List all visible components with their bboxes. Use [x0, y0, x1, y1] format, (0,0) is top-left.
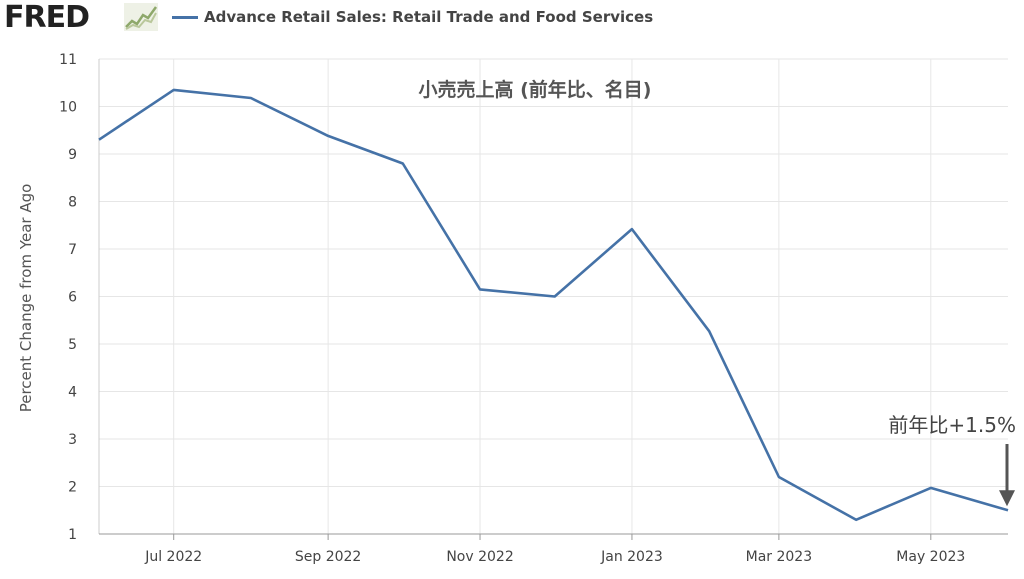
fred-logo[interactable]: FRED	[4, 0, 90, 35]
y-tick-label: 9	[68, 147, 77, 163]
data-point[interactable]	[707, 329, 711, 333]
x-tick-label: Jul 2022	[144, 549, 202, 565]
data-point[interactable]	[854, 518, 858, 522]
series-line[interactable]	[98, 88, 1009, 522]
y-axis-label: Percent Change from Year Ago	[17, 184, 35, 413]
x-tick-label: May 2023	[896, 549, 965, 565]
y-tick-label: 5	[68, 337, 77, 353]
x-tick-label: Mar 2023	[746, 549, 813, 565]
legend-swatch	[172, 15, 198, 19]
data-point[interactable]	[401, 162, 405, 166]
data-point[interactable]	[553, 295, 557, 299]
chart-title: 小売売上高 (前年比、名目)	[419, 78, 652, 101]
data-point[interactable]	[777, 475, 781, 479]
chart-header: FRED Advance Retail Sales: Retail Trade …	[0, 0, 1024, 36]
data-point[interactable]	[1006, 508, 1010, 512]
data-point[interactable]	[630, 227, 634, 231]
data-point[interactable]	[326, 134, 330, 138]
data-point[interactable]	[97, 138, 101, 142]
line-chart: 1 2 3 4 5 6 7 8 9 10 11 Jul 2022 Sep 2022 Nov 2022 Jan…	[17, 52, 1016, 565]
chart-line-icon	[124, 3, 158, 31]
annotation-arrow-head	[999, 490, 1015, 507]
legend-label: Advance Retail Sales: Retail Trade and F…	[204, 8, 654, 26]
data-point[interactable]	[249, 96, 253, 100]
y-tick-label: 1	[68, 527, 77, 543]
data-point[interactable]	[929, 486, 933, 490]
axes: 1 2 3 4 5 6 7 8 9 10 11 Jul 2022 Sep 2022 Nov 2022 Jan…	[59, 52, 1008, 565]
x-tick-label: Jan 2023	[600, 549, 663, 565]
x-tick-label: Sep 2022	[295, 549, 361, 565]
y-tick-label: 11	[59, 52, 77, 68]
series-layer	[97, 88, 1010, 522]
chart-legend: Advance Retail Sales: Retail Trade and F…	[172, 6, 653, 28]
data-point[interactable]	[172, 88, 176, 92]
annotation-label: 前年比+1.5%	[888, 413, 1016, 437]
x-tick-label: Nov 2022	[446, 549, 513, 565]
data-point[interactable]	[478, 287, 482, 291]
y-tick-label: 10	[59, 100, 77, 116]
y-tick-label: 4	[68, 385, 77, 401]
y-tick-label: 7	[68, 242, 77, 258]
y-tick-label: 2	[68, 480, 77, 496]
annotations: 前年比+1.5%	[888, 413, 1016, 507]
y-tick-label: 8	[68, 195, 77, 211]
y-tick-label: 6	[68, 290, 77, 306]
y-tick-label: 3	[68, 432, 77, 448]
